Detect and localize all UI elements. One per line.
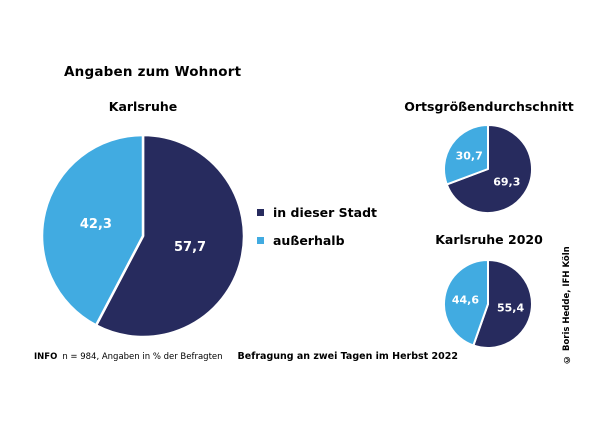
copyright-credit: © Boris Hedde, IFH Köln [562, 246, 572, 364]
legend-item-label: außerhalb [273, 233, 345, 248]
pie-value-label: 44,6 [452, 294, 479, 307]
page-title: Angaben zum Wohnort [64, 64, 242, 80]
legend-item-in-dieser-stadt: in dieser Stadt [257, 205, 377, 220]
pie-value-label: 55,4 [497, 301, 524, 314]
pie-slice [40, 133, 145, 327]
legend-item-ausserhalb: außerhalb [257, 233, 377, 248]
legend: in dieser Stadt außerhalb [257, 205, 377, 248]
footer: INFO n = 984, Angaben in % der Befragten… [34, 351, 458, 362]
legend-item-label: in dieser Stadt [273, 205, 378, 220]
legend-swatch-dark-blue-icon [257, 209, 264, 216]
info-label: INFO [34, 352, 58, 362]
chart-title-karlsruhe-2020: Karlsruhe 2020 [435, 232, 543, 247]
pie-value-label: 57,7 [174, 240, 206, 255]
pie-chart-karlsruhe: 57,7 42,3 [40, 133, 246, 339]
pie-value-label: 30,7 [456, 149, 483, 162]
chart-title-karlsruhe: Karlsruhe [108, 99, 178, 114]
pie-slice [94, 133, 246, 339]
pie-value-label: 42,3 [80, 217, 112, 232]
pie-chart-karlsruhe-2020: 55,4 44,6 [443, 259, 533, 349]
chart-title-ortsgroessendurchschnitt: Ortsgrößendurchschnitt [404, 99, 574, 114]
legend-swatch-light-blue-icon [257, 237, 264, 244]
pie-slice [443, 124, 489, 186]
pie-value-label: 69,3 [493, 176, 520, 189]
pie-slice [445, 124, 533, 214]
pie-slice [443, 259, 489, 347]
survey-note: Befragung an zwei Tagen im Herbst 2022 [237, 351, 458, 362]
sample-info-text: n = 984, Angaben in % der Befragten [62, 352, 223, 362]
pie-chart-ortsgroessendurchschnitt: 69,3 30,7 [443, 124, 533, 214]
